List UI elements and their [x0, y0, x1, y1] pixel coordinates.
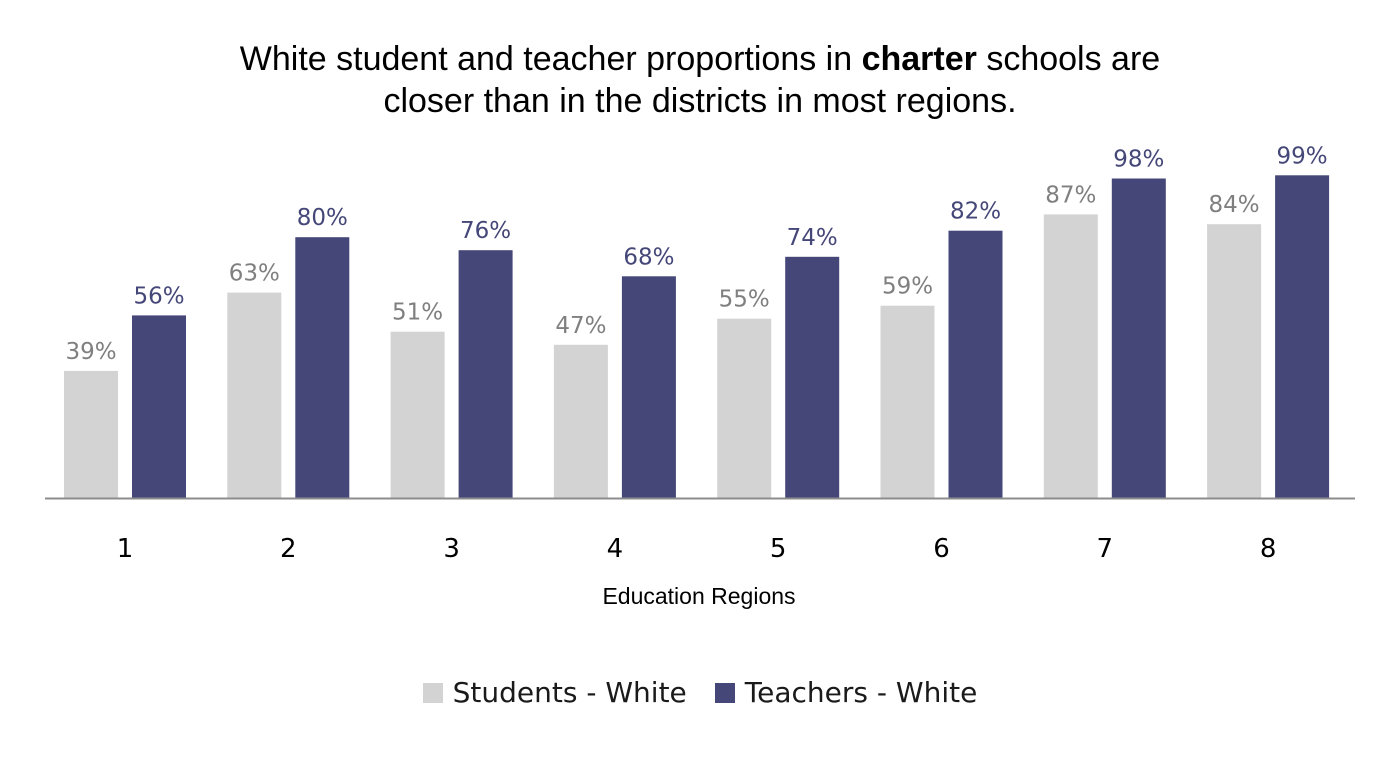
bar-students-region-8 [1207, 224, 1262, 498]
x-tick-label-1: 1 [117, 534, 134, 564]
chart-title: White student and teacher proportions in… [0, 38, 1400, 122]
bar-teachers-region-7 [1111, 178, 1166, 498]
value-label-group: 39% 56% 63% 80% 51% 76% 47% 68% 55% 74% 59% 82% 87% 9… [65, 143, 1327, 365]
value-label-teachers-region-3: 76% [460, 218, 511, 244]
x-tick-label-6: 6 [933, 534, 950, 564]
bar-students-region-7 [1043, 214, 1098, 498]
x-tick-label-5: 5 [770, 534, 787, 564]
bar-students-region-4 [553, 344, 608, 498]
bar-teachers-region-2 [295, 237, 350, 498]
value-label-teachers-region-6: 82% [950, 199, 1001, 225]
bar-students-region-1 [64, 370, 118, 498]
x-tick-label-group: 1 2 3 4 5 6 7 8 [117, 534, 1277, 564]
bar-group [64, 175, 1330, 499]
value-label-teachers-region-4: 68% [623, 244, 674, 270]
x-tick-label-2: 2 [280, 534, 297, 564]
value-label-students-region-2: 63% [229, 261, 280, 287]
legend-item-students: Students - White [422, 676, 687, 709]
bar-teachers-region-4 [621, 276, 676, 498]
legend-swatch-teachers [714, 682, 735, 703]
value-label-students-region-3: 51% [392, 300, 443, 326]
x-axis-title: Education Regions [602, 583, 795, 609]
legend-label-students: Students - White [452, 676, 687, 709]
value-label-students-region-1: 39% [65, 339, 116, 365]
chart-title-part-1: White student and teacher proportions in [239, 40, 862, 78]
bar-students-region-2 [227, 292, 282, 498]
chart-title-bold-word: charter [861, 40, 977, 78]
x-tick-label-3: 3 [443, 534, 460, 564]
value-label-teachers-region-8: 99% [1277, 143, 1328, 169]
bar-teachers-region-1 [132, 315, 186, 498]
value-label-teachers-region-5: 74% [787, 225, 838, 251]
bar-students-region-3 [390, 331, 445, 498]
value-label-students-region-8: 84% [1209, 192, 1260, 218]
legend: Students - White Teachers - White [0, 676, 1400, 709]
value-label-students-region-7: 87% [1045, 182, 1096, 208]
x-tick-label-4: 4 [607, 534, 624, 564]
bar-students-region-6 [880, 305, 935, 498]
bar-teachers-region-8 [1275, 175, 1330, 499]
value-label-students-region-6: 59% [882, 274, 933, 300]
chart-title-line-2: closer than in the districts in most reg… [383, 82, 1017, 120]
bar-teachers-region-5 [785, 256, 840, 498]
bar-students-region-5 [717, 318, 772, 498]
value-label-teachers-region-7: 98% [1113, 147, 1164, 173]
bar-teachers-region-6 [948, 230, 1003, 498]
bar-teachers-region-3 [458, 250, 513, 498]
legend-item-teachers: Teachers - White [714, 676, 978, 709]
value-label-students-region-4: 47% [555, 313, 606, 339]
x-tick-label-7: 7 [1097, 534, 1114, 564]
value-label-students-region-5: 55% [719, 287, 770, 313]
value-label-teachers-region-2: 80% [297, 205, 348, 231]
chart-title-part-2: schools are [976, 40, 1161, 78]
legend-label-teachers: Teachers - White [744, 676, 978, 709]
legend-swatch-students [422, 682, 443, 703]
x-tick-label-8: 8 [1260, 534, 1277, 564]
value-label-teachers-region-1: 56% [133, 283, 184, 309]
